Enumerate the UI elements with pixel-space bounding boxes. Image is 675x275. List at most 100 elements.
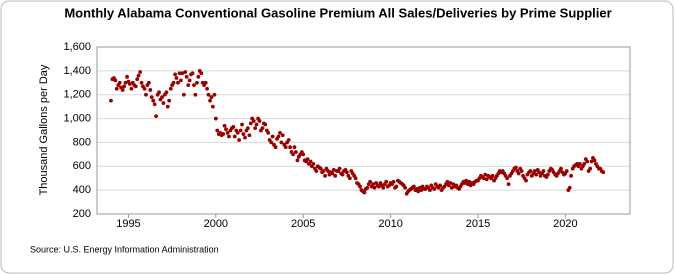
- point: [330, 171, 335, 176]
- point: [288, 145, 293, 150]
- point: [238, 128, 243, 133]
- point: [117, 80, 122, 85]
- point: [161, 101, 166, 105]
- x-tick-label: 2015: [466, 218, 490, 230]
- point: [537, 170, 542, 175]
- point: [490, 173, 495, 178]
- point: [273, 145, 278, 150]
- point: [138, 70, 143, 74]
- point: [513, 165, 518, 170]
- point: [136, 73, 141, 78]
- point: [416, 189, 421, 194]
- point: [391, 179, 396, 184]
- point: [205, 86, 209, 91]
- y-axis-label: Thousand Gallons per Day: [38, 64, 50, 195]
- point: [245, 126, 250, 131]
- x-tick-label: 1995: [116, 218, 140, 230]
- point: [187, 78, 192, 83]
- point: [209, 95, 214, 99]
- point: [135, 77, 140, 82]
- point: [344, 170, 349, 175]
- point: [279, 140, 284, 145]
- point: [371, 182, 376, 187]
- point: [362, 190, 367, 195]
- point: [241, 132, 246, 136]
- point: [178, 78, 183, 83]
- point: [372, 185, 377, 190]
- point: [333, 173, 338, 178]
- y-tick-label: 1,400: [63, 65, 91, 77]
- point: [148, 88, 153, 92]
- point: [196, 74, 201, 79]
- point: [301, 152, 306, 157]
- point: [588, 166, 593, 171]
- point: [381, 185, 386, 190]
- point: [318, 166, 323, 171]
- point: [534, 172, 539, 177]
- point: [506, 182, 511, 187]
- point: [305, 157, 310, 162]
- point: [464, 178, 469, 183]
- point: [176, 80, 180, 85]
- y-tick-label: 200: [73, 208, 91, 220]
- point: [171, 80, 176, 85]
- point: [144, 92, 148, 97]
- point: [347, 176, 352, 181]
- y-tick-label: 800: [73, 136, 91, 148]
- point: [232, 134, 237, 139]
- point: [269, 140, 274, 145]
- point: [283, 145, 288, 150]
- point: [532, 169, 537, 173]
- point: [516, 171, 521, 176]
- point: [505, 176, 510, 181]
- point: [481, 176, 486, 181]
- point: [384, 179, 389, 184]
- point: [152, 102, 157, 107]
- point: [311, 162, 316, 166]
- point: [270, 134, 275, 139]
- y-tick-label: 600: [73, 160, 91, 172]
- point: [368, 179, 373, 184]
- point: [251, 119, 256, 123]
- point: [438, 183, 442, 188]
- point: [186, 83, 191, 88]
- point: [247, 133, 252, 138]
- point: [212, 92, 217, 97]
- point: [376, 184, 381, 189]
- point: [253, 126, 258, 131]
- plot-area: [96, 46, 631, 215]
- point: [541, 169, 546, 173]
- point: [577, 162, 582, 166]
- marks: [109, 68, 606, 196]
- point: [168, 86, 173, 91]
- point: [203, 80, 208, 85]
- point: [221, 132, 226, 136]
- point: [276, 134, 281, 139]
- point: [589, 159, 594, 164]
- point: [524, 178, 528, 183]
- point: [125, 74, 129, 79]
- y-tick-label: 1,000: [63, 112, 91, 124]
- x-tick-label: 2010: [378, 218, 402, 230]
- point: [224, 127, 228, 132]
- point: [195, 80, 199, 85]
- point: [559, 166, 563, 171]
- point: [184, 74, 189, 79]
- point: [353, 176, 358, 181]
- point: [114, 86, 119, 91]
- point: [428, 188, 432, 193]
- point: [403, 185, 407, 190]
- point: [164, 90, 169, 95]
- point: [208, 98, 212, 103]
- point: [210, 104, 215, 109]
- point: [225, 130, 230, 135]
- point: [545, 172, 550, 177]
- x-tick-label: 2005: [291, 218, 315, 230]
- point: [340, 172, 345, 177]
- point: [192, 83, 196, 88]
- chart-title: Monthly Alabama Conventional Gasoline Pr…: [64, 5, 611, 20]
- y-tick-label: 400: [73, 184, 91, 196]
- point: [260, 126, 265, 131]
